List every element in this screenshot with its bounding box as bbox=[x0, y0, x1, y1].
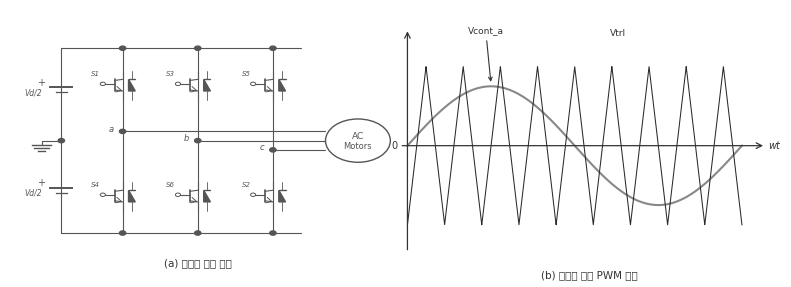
Polygon shape bbox=[129, 79, 135, 91]
Circle shape bbox=[119, 46, 126, 50]
Circle shape bbox=[195, 46, 201, 50]
Text: wt: wt bbox=[769, 141, 781, 151]
Circle shape bbox=[270, 148, 276, 152]
Text: +: + bbox=[36, 78, 45, 88]
Text: S1: S1 bbox=[91, 71, 100, 77]
Circle shape bbox=[59, 139, 65, 143]
Text: Motors: Motors bbox=[343, 142, 373, 151]
Circle shape bbox=[195, 231, 201, 235]
Polygon shape bbox=[279, 190, 286, 202]
Text: S3: S3 bbox=[166, 71, 176, 77]
Text: Vd/2: Vd/2 bbox=[24, 89, 42, 98]
Text: Vtrl: Vtrl bbox=[610, 29, 626, 38]
Text: 0: 0 bbox=[392, 141, 398, 151]
Text: +: + bbox=[36, 179, 45, 188]
Circle shape bbox=[119, 231, 126, 235]
Text: AC: AC bbox=[352, 132, 364, 141]
Text: S5: S5 bbox=[241, 71, 251, 77]
Text: (b) 삼각파 비교 PWM 방식: (b) 삼각파 비교 PWM 방식 bbox=[541, 271, 638, 280]
Polygon shape bbox=[204, 79, 210, 91]
Text: Vd/2: Vd/2 bbox=[24, 189, 42, 198]
Text: S6: S6 bbox=[166, 182, 176, 188]
Polygon shape bbox=[129, 190, 135, 202]
Text: Vcont_a: Vcont_a bbox=[467, 26, 504, 81]
Circle shape bbox=[195, 139, 201, 143]
Text: S2: S2 bbox=[241, 182, 251, 188]
Circle shape bbox=[270, 231, 276, 235]
Polygon shape bbox=[279, 79, 286, 91]
Text: c: c bbox=[259, 143, 264, 152]
Polygon shape bbox=[204, 190, 210, 202]
Text: (a) 인버터 회로 구성: (a) 인버터 회로 구성 bbox=[164, 258, 232, 268]
Circle shape bbox=[270, 46, 276, 50]
Text: S4: S4 bbox=[91, 182, 100, 188]
Text: a: a bbox=[109, 125, 114, 134]
Text: b: b bbox=[184, 134, 189, 143]
Circle shape bbox=[119, 129, 126, 133]
